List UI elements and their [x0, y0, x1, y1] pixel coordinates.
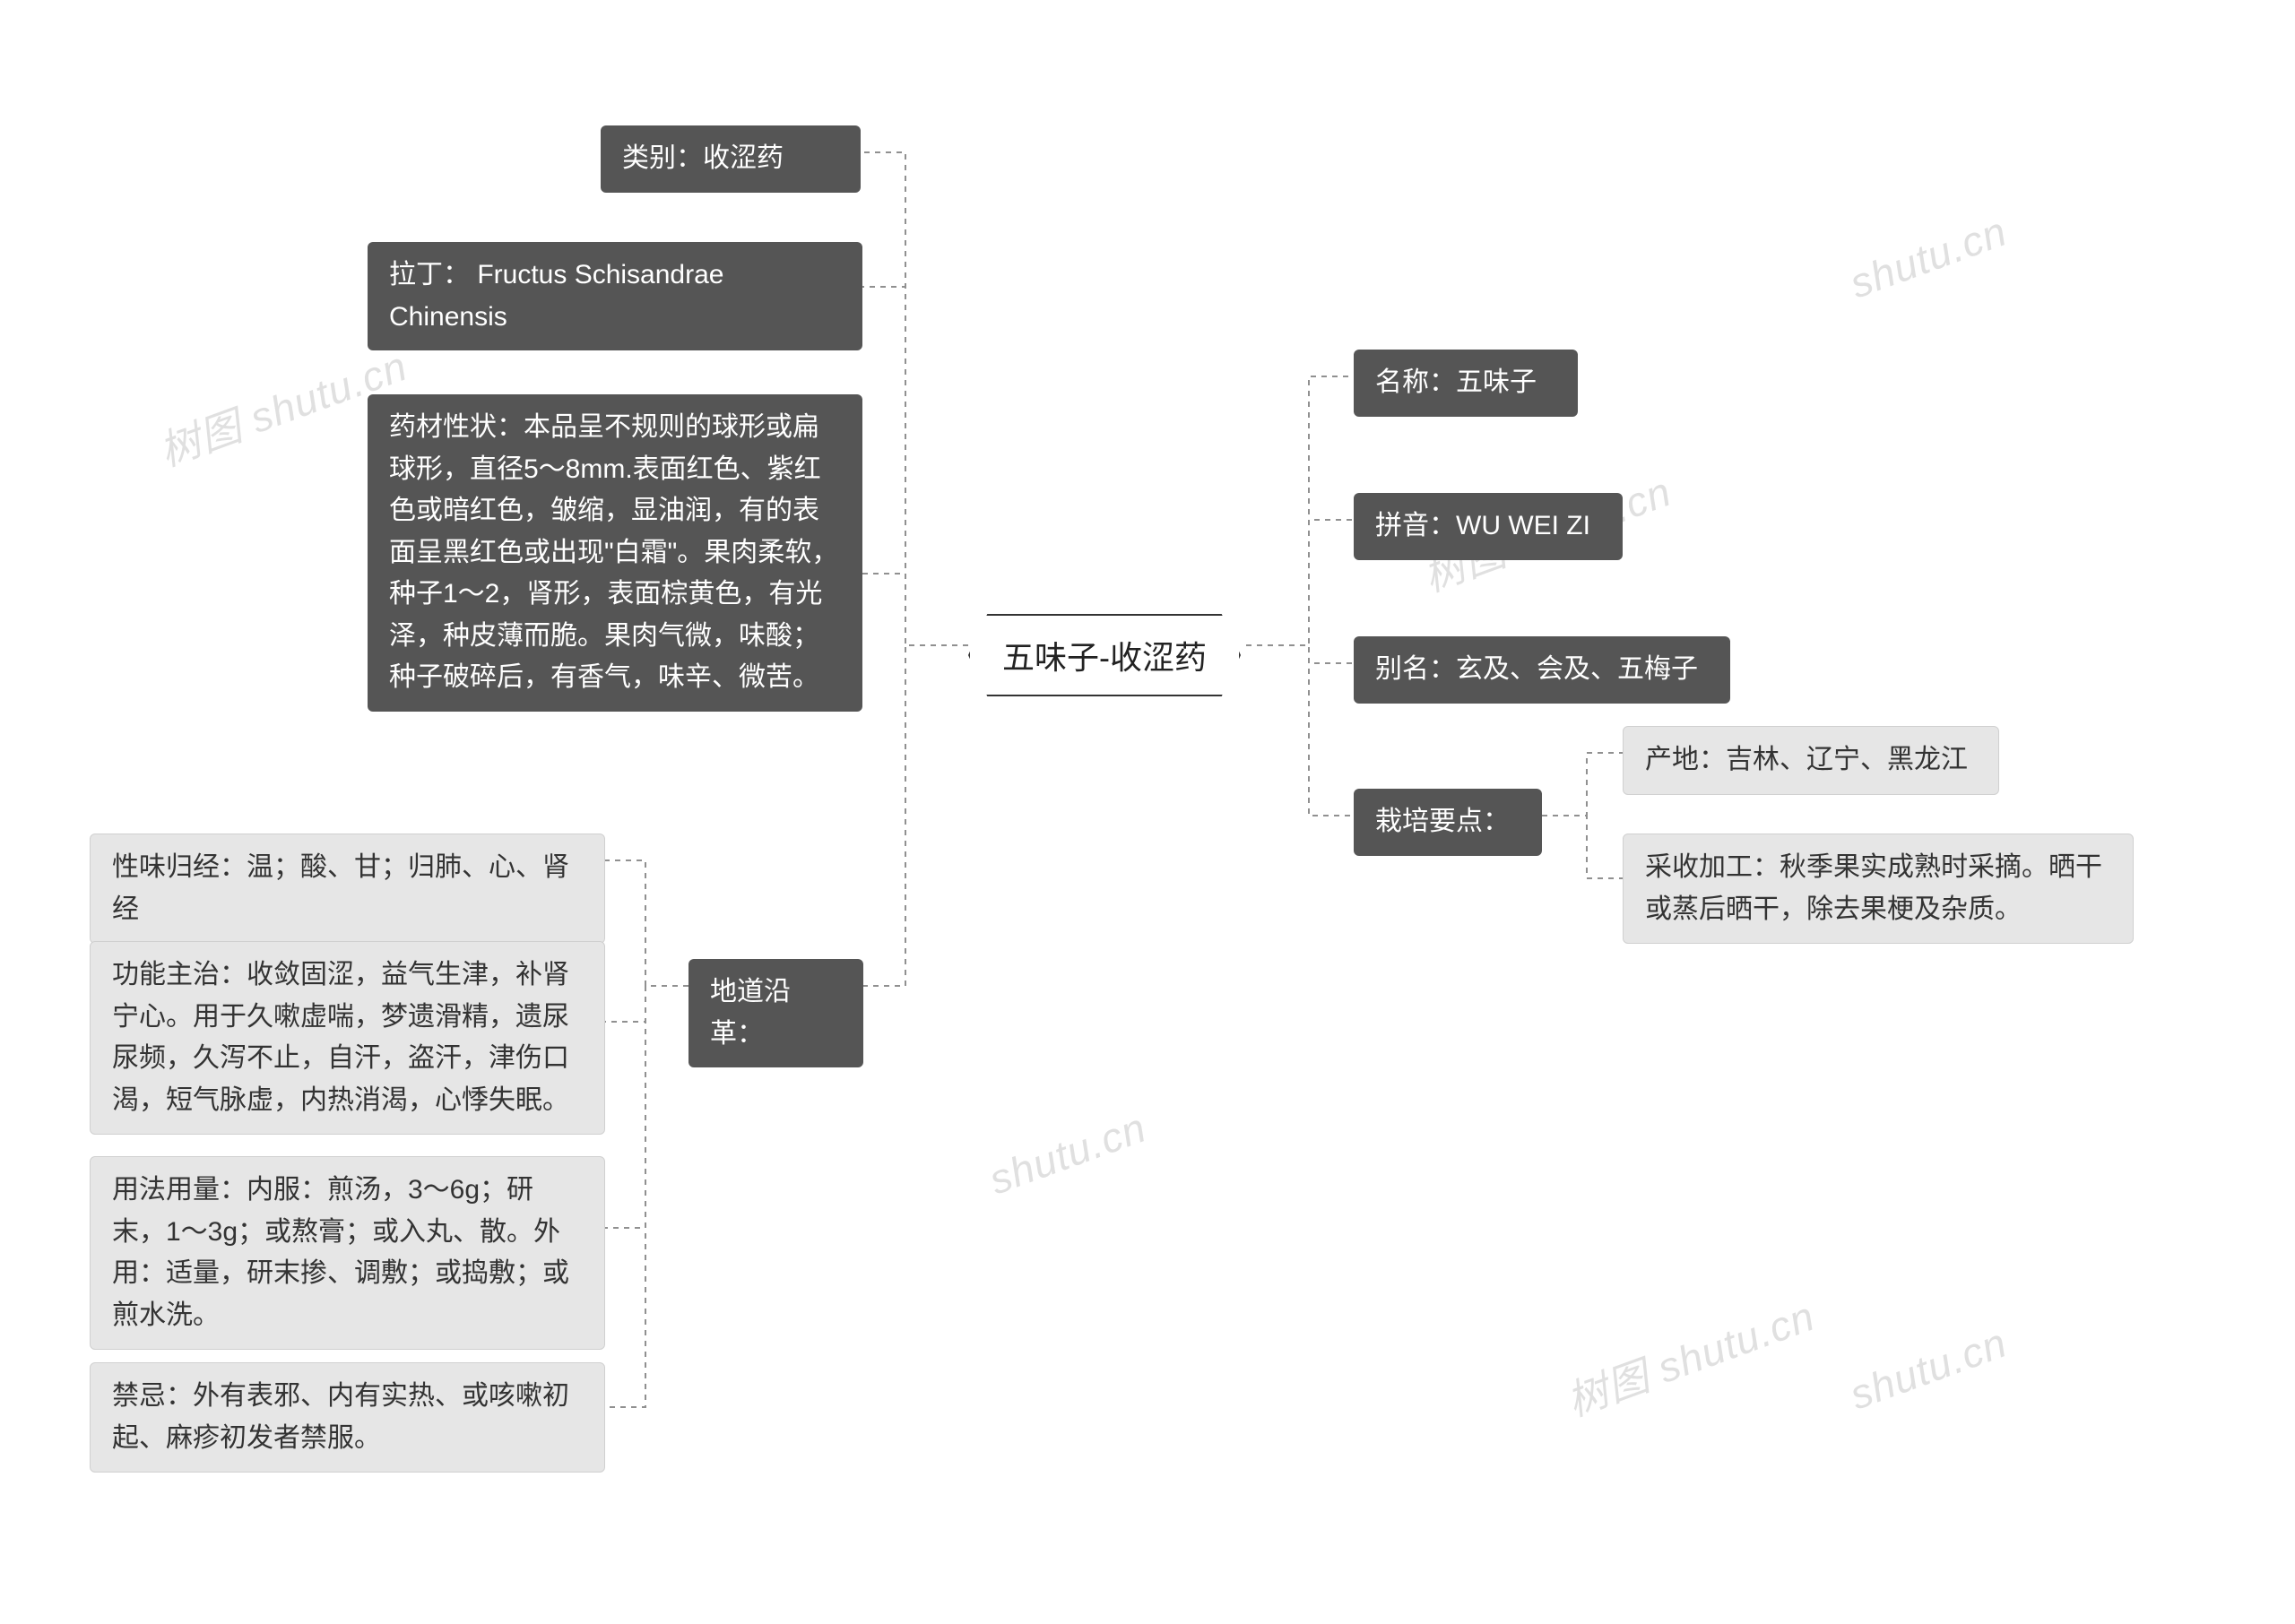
node-label: 用法用量：内服：煎汤，3～6g；研末，1～3g；或熬膏；或入丸、散。外用：适量，… — [112, 1175, 569, 1330]
node-label: 产地：吉林、辽宁、黑龙江 — [1645, 745, 1968, 774]
node-label: 拉丁： Fructus Schisandrae Chinensis — [389, 260, 723, 332]
node-label: 拼音：WU WEI ZI — [1375, 511, 1590, 540]
node-label: 采收加工：秋季果实成熟时采摘。晒干或蒸后晒干，除去果梗及杂质。 — [1645, 852, 2102, 924]
node-label: 禁忌：外有表邪、内有实热、或咳嗽初起、麻疹初发者禁服。 — [112, 1381, 569, 1453]
node-pinyin[interactable]: 拼音：WU WEI ZI — [1354, 493, 1623, 560]
node-origin[interactable]: 产地：吉林、辽宁、黑龙江 — [1623, 726, 1999, 795]
node-nature[interactable]: 性味归经：温；酸、甘；归肺、心、肾经 — [90, 834, 605, 944]
node-function[interactable]: 功能主治：收敛固涩，益气生津，补肾宁心。用于久嗽虚喘，梦遗滑精，遗尿尿频，久泻不… — [90, 941, 605, 1135]
node-label: 功能主治：收敛固涩，益气生津，补肾宁心。用于久嗽虚喘，梦遗滑精，遗尿尿频，久泻不… — [112, 960, 569, 1115]
node-category[interactable]: 类别：收涩药 — [601, 125, 861, 193]
node-name[interactable]: 名称：五味子 — [1354, 350, 1578, 417]
node-label: 药材性状：本品呈不规则的球形或扁球形，直径5～8mm.表面红色、紫红色或暗红色，… — [389, 412, 838, 692]
node-label: 地道沿革： — [710, 977, 791, 1049]
node-label: 类别：收涩药 — [622, 143, 784, 173]
node-alias[interactable]: 别名：玄及、会及、五梅子 — [1354, 636, 1730, 704]
node-cultivation[interactable]: 栽培要点： — [1354, 789, 1542, 856]
root-label: 五味子-收涩药 — [1002, 639, 1207, 676]
node-label: 别名：玄及、会及、五梅子 — [1375, 654, 1698, 684]
node-appearance[interactable]: 药材性状：本品呈不规则的球形或扁球形，直径5～8mm.表面红色、紫红色或暗红色，… — [368, 394, 862, 712]
node-label: 栽培要点： — [1375, 807, 1510, 836]
root-node[interactable]: 五味子-收涩药 — [968, 614, 1241, 696]
node-contra[interactable]: 禁忌：外有表邪、内有实热、或咳嗽初起、麻疹初发者禁服。 — [90, 1362, 605, 1473]
node-dosage[interactable]: 用法用量：内服：煎汤，3～6g；研末，1～3g；或熬膏；或入丸、散。外用：适量，… — [90, 1156, 605, 1350]
mindmap-canvas: 树图 shutu.cn shutu.cn 树图 shutu.cn 树图 shut… — [0, 0, 2295, 1624]
node-label: 名称：五味子 — [1375, 367, 1537, 397]
node-label: 性味归经：温；酸、甘；归肺、心、肾经 — [112, 852, 569, 924]
node-harvest[interactable]: 采收加工：秋季果实成熟时采摘。晒干或蒸后晒干，除去果梗及杂质。 — [1623, 834, 2134, 944]
node-latin[interactable]: 拉丁： Fructus Schisandrae Chinensis — [368, 242, 862, 350]
node-provenance[interactable]: 地道沿革： — [688, 959, 863, 1067]
